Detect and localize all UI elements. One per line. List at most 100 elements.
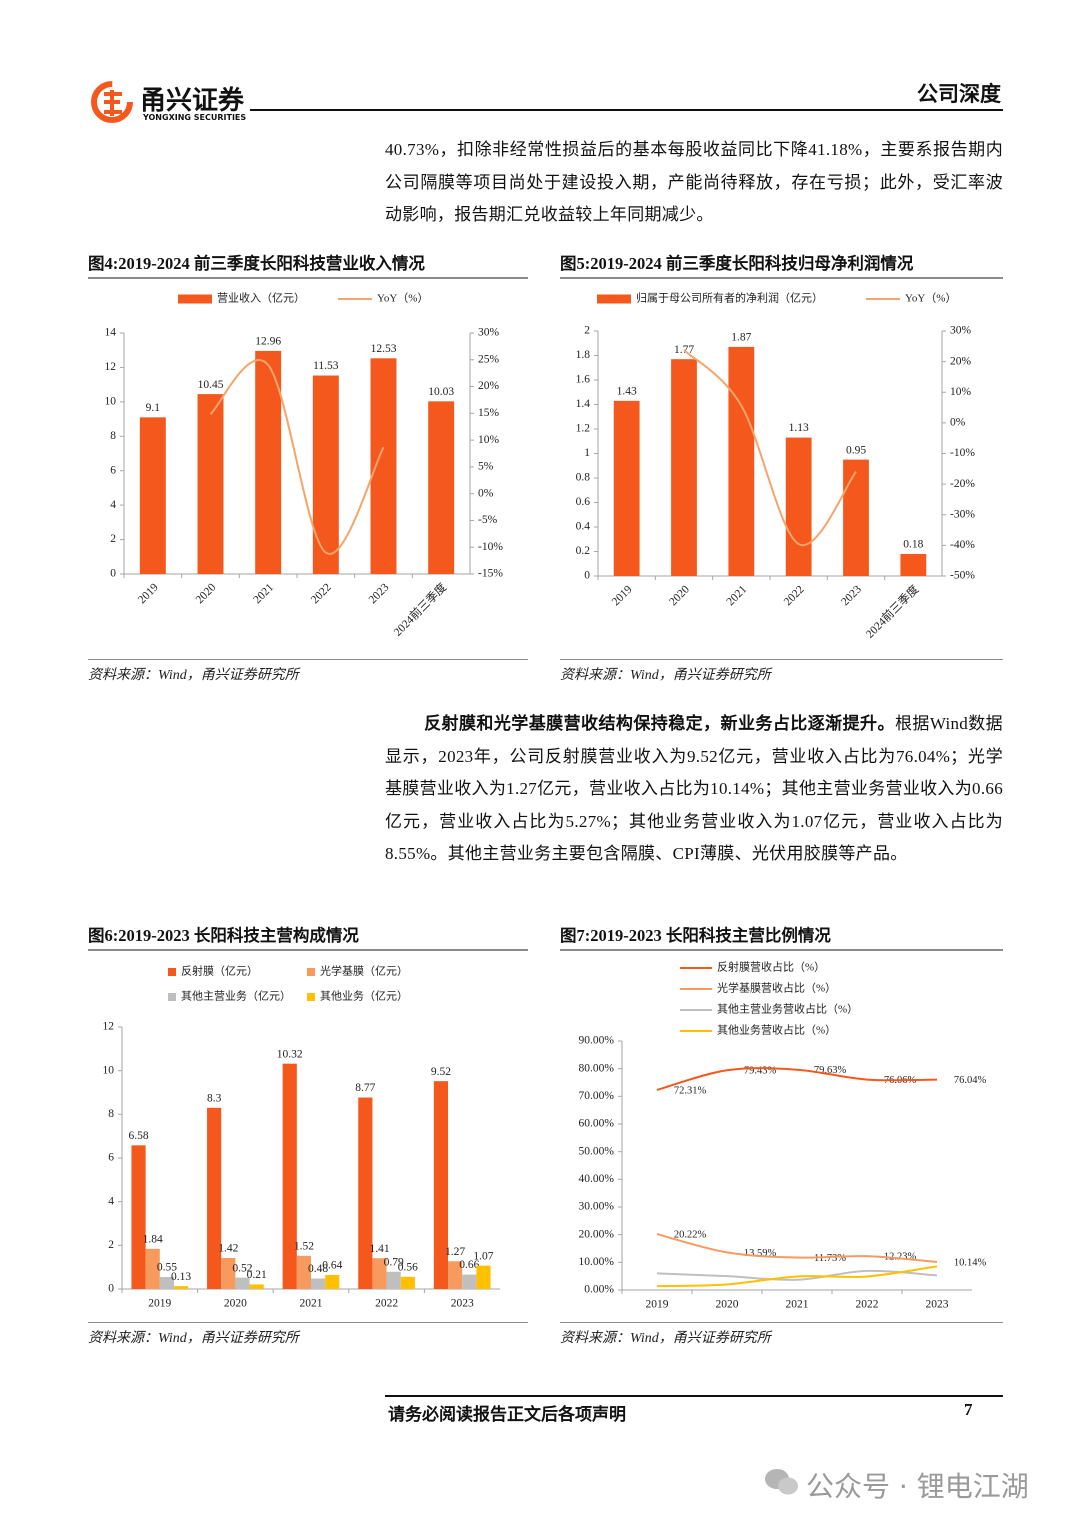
line (209, 359, 385, 555)
y-tick-label: 0.00% (584, 1284, 614, 1296)
paragraph-text: 根据Wind数据显示，2023年，公司反射膜营业收入为9.52亿元，营业收入占比… (385, 714, 1003, 864)
bar-value-label: 6.58 (128, 1130, 148, 1142)
bar (386, 1271, 401, 1289)
footer-rule (385, 1395, 1003, 1397)
legend-swatch (307, 968, 315, 976)
legend-swatch (178, 294, 212, 304)
y-tick-label: 0 (584, 570, 590, 582)
legend-swatch (168, 993, 176, 1001)
paragraph: 40.73%，扣除非经常性损益后的基本每股收益同比下降41.18%，主要系报告期… (385, 140, 1003, 225)
y-tick-label: 0.4 (576, 521, 591, 533)
x-tick-label: 2020 (667, 583, 692, 608)
x-tick-label: 2022 (375, 1298, 398, 1310)
bar-value-label: 0.52 (232, 1262, 252, 1274)
y-tick-label: 0% (950, 417, 966, 429)
legend-label: 其他业务营收占比（%） (717, 1023, 836, 1037)
bar (312, 375, 339, 574)
bar-value-label: 1.77 (674, 344, 694, 356)
watermark-icon (765, 1469, 798, 1495)
figure-title: 图6:2019-2023 长阳科技主营构成情况 (88, 922, 528, 951)
x-tick-label: 2019 (136, 581, 161, 606)
bar (671, 359, 697, 576)
bar-value-label: 10.45 (198, 379, 224, 391)
bar (197, 394, 224, 574)
y-tick-label: 0 (108, 1283, 114, 1295)
y-tick-label: 20% (478, 380, 500, 392)
y-tick-label: 30.00% (579, 1201, 615, 1213)
header-rule (250, 109, 1003, 111)
bar (843, 459, 869, 576)
bar-value-label: 10.32 (277, 1048, 303, 1060)
chart: 0.00% 10.00% 20.00% 30.00% 40.00% 50.00% 60.00… (579, 960, 987, 1311)
legend-label: 光学基膜（亿元） (320, 964, 408, 978)
bar-value-label: 0.64 (322, 1260, 342, 1272)
y-tick-label: 12 (105, 361, 117, 373)
company-name: 甬兴证券 (140, 86, 245, 116)
bar-value-label: 12.96 (255, 336, 281, 348)
y-tick-label: 0.6 (576, 496, 591, 508)
bar-value-label: 0.56 (398, 1261, 418, 1273)
bar-value-label: 1.87 (731, 332, 751, 344)
bar (255, 350, 282, 574)
y-tick-label: 1.6 (576, 374, 591, 386)
bar (476, 1265, 491, 1289)
x-tick-label: 2020 (194, 581, 219, 606)
y-tick-label: 0.2 (576, 545, 591, 557)
bar-value-label: 1.13 (789, 422, 809, 434)
bar (448, 1261, 463, 1289)
y-tick-label: 10% (950, 386, 972, 398)
bar-value-label: 1.27 (445, 1246, 465, 1258)
y-tick-label: 10 (103, 1064, 115, 1076)
bar (462, 1274, 477, 1289)
company-name-en: YONGXING SECURITIES (143, 113, 247, 122)
bar (282, 1063, 297, 1289)
figure-title: 图7:2019-2023 长阳科技主营比例情况 (560, 922, 1003, 951)
figure-source: 资料来源：Wind，甬兴证券研究所 (88, 659, 528, 684)
y-tick-label: 14 (105, 327, 117, 339)
x-tick-label: 2022 (309, 581, 334, 606)
bar-value-label: 0.66 (459, 1259, 479, 1271)
bar (159, 1276, 174, 1289)
bar-value-label: 10.03 (428, 386, 454, 398)
legend-label: 其他主营业务（亿元） (181, 989, 291, 1003)
legend-label: 其他主营业务营收占比（%） (717, 1002, 858, 1016)
bar (900, 553, 927, 576)
line-value-label: 13.59% (744, 1248, 777, 1259)
y-tick-label: 40.00% (579, 1173, 615, 1185)
bar (145, 1248, 160, 1289)
x-tick-label: 2021 (725, 583, 750, 608)
line (656, 1067, 938, 1091)
bar-value-label: 8.3 (207, 1092, 222, 1104)
x-tick-label: 2019 (148, 1298, 171, 1310)
x-tick-label: 2019 (646, 1299, 669, 1311)
y-tick-label: 4 (110, 499, 116, 511)
line-value-label: 12.23% (884, 1252, 917, 1263)
bar-value-label: 0.79 (384, 1256, 404, 1268)
y-tick-label: 60.00% (579, 1118, 615, 1130)
line-value-label: 11.73% (814, 1253, 846, 1264)
legend-label: 归属于母公司所有者的净利润（亿元） (636, 291, 823, 305)
y-tick-label: -5% (478, 514, 498, 526)
y-tick-label: 30% (950, 325, 972, 337)
legend-label: 其他业务（亿元） (320, 990, 408, 1003)
y-tick-label: -50% (950, 570, 975, 582)
y-tick-label: 25% (478, 353, 500, 365)
y-tick-label: -10% (950, 447, 975, 459)
x-tick-label: 2023 (367, 581, 392, 606)
legend-label: 营业收入（亿元） (217, 291, 305, 305)
bar (131, 1145, 146, 1289)
figure-source: 资料来源：Wind，甬兴证券研究所 (88, 1322, 528, 1347)
x-tick-label: 2022 (782, 583, 807, 608)
y-tick-label: 6 (110, 464, 116, 476)
watermark: 公众号 · 锂电江湖 (806, 1470, 1029, 1503)
bar (370, 358, 397, 574)
bar (235, 1277, 250, 1289)
legend-swatch (597, 294, 631, 304)
bar (613, 400, 640, 576)
bar-value-label: 1.43 (617, 385, 637, 397)
legend-label: 反射膜营收占比（%） (717, 960, 825, 974)
footer-notice: 请务必阅读报告正文后各项声明 (388, 1405, 626, 1424)
y-tick-label: -30% (950, 508, 975, 520)
y-tick-label: 50.00% (579, 1145, 615, 1157)
line (656, 1233, 938, 1263)
